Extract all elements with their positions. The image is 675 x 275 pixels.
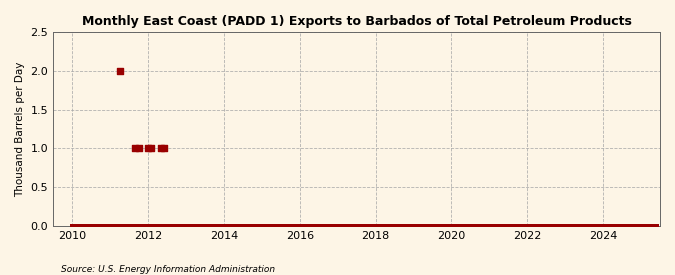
Point: [155, 146, 166, 150]
Point: [133, 146, 144, 150]
Title: Monthly East Coast (PADD 1) Exports to Barbados of Total Petroleum Products: Monthly East Coast (PADD 1) Exports to B…: [82, 15, 632, 28]
Point: [146, 146, 157, 150]
Point: [159, 146, 169, 150]
Text: Source: U.S. Energy Information Administration: Source: U.S. Energy Information Administ…: [61, 265, 275, 274]
Point: [130, 146, 141, 150]
Point: [114, 68, 125, 73]
Point: [142, 146, 153, 150]
Y-axis label: Thousand Barrels per Day: Thousand Barrels per Day: [15, 61, 25, 197]
